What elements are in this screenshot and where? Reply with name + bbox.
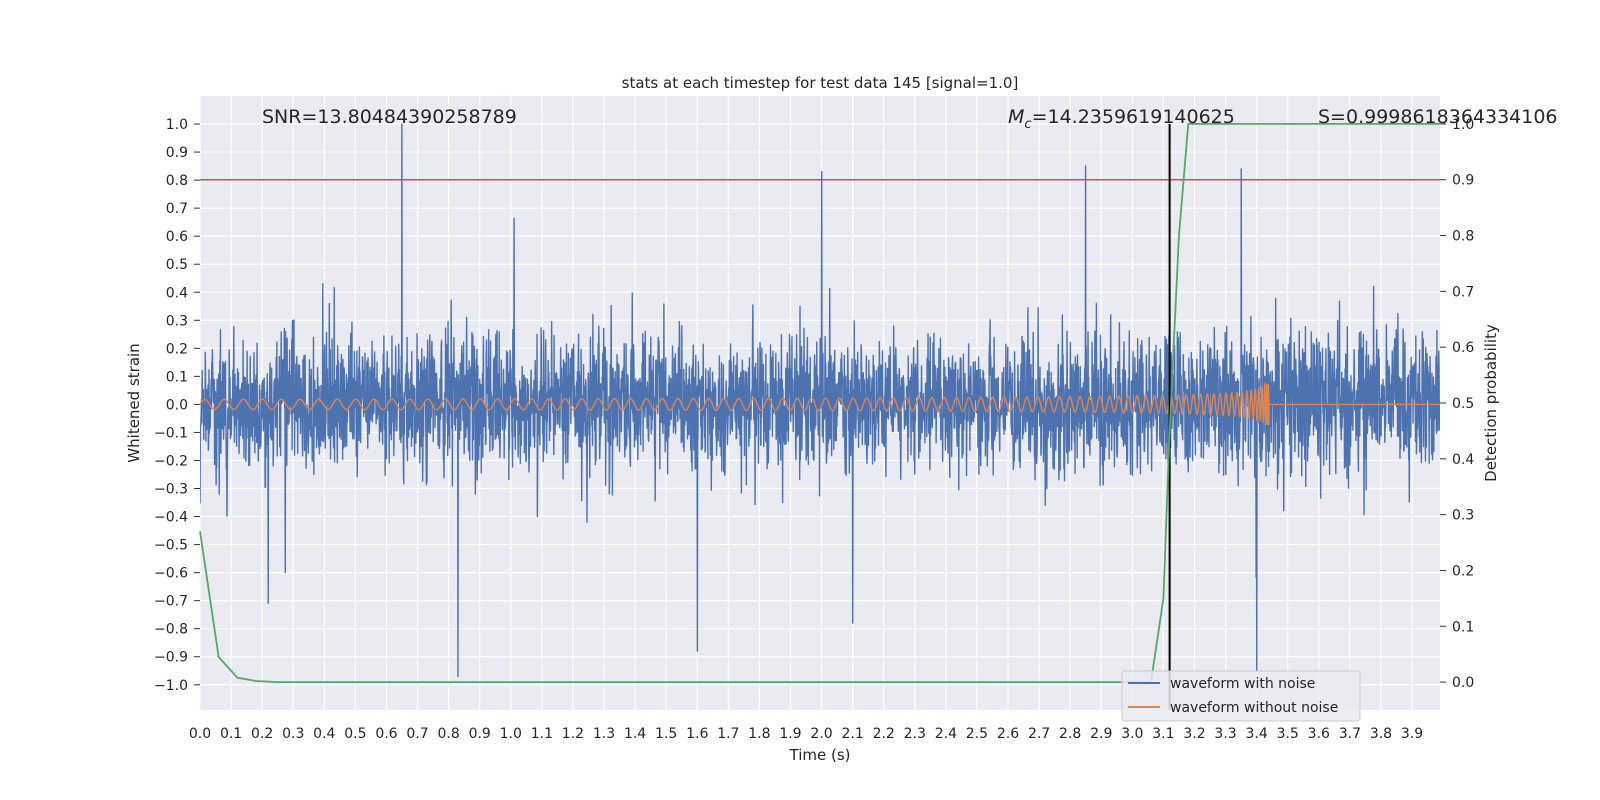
chirp-mass-annotation: Mc=14.2359619140625 [1008, 106, 1235, 132]
x-tick-label: 3.1 [1152, 726, 1174, 742]
x-tick-label: 2.1 [841, 726, 863, 742]
x-tick-label: 1.2 [562, 726, 584, 742]
y-tick-label: 0.2 [166, 341, 188, 357]
x-tick-label: 2.3 [904, 726, 926, 742]
clean-waveform-line [200, 381, 1440, 426]
y2-tick-label: 0.8 [1452, 229, 1474, 245]
y2-tick-label: 0.2 [1452, 563, 1474, 579]
x-tick-label: 1.3 [593, 726, 615, 742]
clean-waveform-layer [200, 381, 1440, 426]
x-tick-label: 1.1 [531, 726, 553, 742]
y-tick-label: 0.6 [166, 229, 188, 245]
y2-tick-label: 0.1 [1452, 619, 1474, 635]
legend-label-noisy: waveform with noise [1170, 676, 1315, 692]
x-tick-label: 3.9 [1401, 726, 1423, 742]
snr-annotation: SNR=13.80484390258789 [262, 106, 517, 128]
y-tick-label: −0.2 [154, 453, 188, 469]
x-tick-label: 2.4 [935, 726, 957, 742]
y2-tick-label: 0.0 [1452, 675, 1474, 691]
x-tick-label: 2.7 [1028, 726, 1050, 742]
x-tick-label: 1.5 [655, 726, 677, 742]
x-tick-label: 1.9 [779, 726, 801, 742]
x-tick-label: 2.2 [873, 726, 895, 742]
chirp-mass-symbol: M [1008, 106, 1024, 128]
y-tick-label: −1.0 [154, 678, 188, 694]
y-tick-label: −0.3 [154, 482, 188, 498]
x-tick-label: 0.8 [437, 726, 459, 742]
x-tick-label: 3.5 [1277, 726, 1299, 742]
x-tick-label: 1.7 [717, 726, 739, 742]
x-tick-label: 2.0 [810, 726, 832, 742]
x-tick-label: 3.8 [1370, 726, 1392, 742]
y-tick-label: −0.7 [154, 594, 188, 610]
x-tick-label: 0.3 [282, 726, 304, 742]
detection-score-annotation: S=0.9998618364334106 [1318, 106, 1558, 128]
y2-tick-label: 0.4 [1452, 452, 1474, 468]
x-tick-label: 3.6 [1308, 726, 1330, 742]
y2-tick-label: 0.6 [1452, 340, 1474, 356]
y-tick-label: 0.1 [166, 369, 188, 385]
x-tick-label: 1.4 [624, 726, 646, 742]
x-tick-label: 2.6 [997, 726, 1019, 742]
y2-tick-label: 0.7 [1452, 284, 1474, 300]
x-tick-label: 0.0 [189, 726, 211, 742]
x-tick-label: 3.0 [1121, 726, 1143, 742]
x-tick-label: 0.7 [406, 726, 428, 742]
y-tick-label: 0.8 [166, 173, 188, 189]
x-tick-label: 3.2 [1183, 726, 1205, 742]
y-tick-label: −0.5 [154, 538, 188, 554]
x-tick-label: 0.2 [251, 726, 273, 742]
x-tick-label: 0.1 [220, 726, 242, 742]
x-tick-label: 2.8 [1059, 726, 1081, 742]
x-tick-label: 1.0 [500, 726, 522, 742]
chirp-mass-subscript: c [1024, 117, 1031, 132]
y-tick-label: 0.0 [166, 397, 188, 413]
y-axis-label: Whitened strain [125, 343, 143, 462]
y2-tick-label: 0.5 [1452, 396, 1474, 412]
x-tick-label: 0.4 [313, 726, 335, 742]
x-tick-label: 2.9 [1090, 726, 1112, 742]
legend-label-clean: waveform without noise [1170, 700, 1338, 716]
y-tick-label: 0.4 [166, 285, 188, 301]
y-tick-label: −0.6 [154, 566, 188, 582]
y-axis-ticks: 1.0 0.9 0.8 0.7 0.6 0.5 0.4 0.3 0.2 0.1 0.0 −0.1 −0.… [154, 117, 200, 694]
y-tick-label: 0.9 [166, 145, 188, 161]
x-tick-label: 3.3 [1214, 726, 1236, 742]
x-axis-ticks: 0.0 0.1 0.2 0.3 0.4 0.5 0.6 0.7 0.8 0.9 1.0 1.1 1.2 1… [189, 726, 1423, 742]
y2-tick-label: 1.0 [1452, 117, 1474, 133]
detection-probability-line [199, 123, 1440, 683]
legend: waveform with noise waveform without noi… [1121, 670, 1361, 722]
noisy-waveform-layer [200, 123, 1440, 678]
x-tick-label: 3.7 [1339, 726, 1361, 742]
y2-tick-label: 0.3 [1452, 508, 1474, 524]
y-tick-label: 1.0 [166, 117, 188, 133]
x-tick-label: 1.6 [686, 726, 708, 742]
noisy-waveform-line [200, 123, 1440, 678]
chart-title: stats at each timestep for test data 145… [622, 74, 1019, 92]
y-tick-label: 0.7 [166, 201, 188, 217]
legend-box [1121, 670, 1361, 722]
x-tick-label: 1.8 [748, 726, 770, 742]
x-tick-label: 3.4 [1246, 726, 1268, 742]
chirp-mass-value: =14.2359619140625 [1032, 106, 1235, 128]
y-tick-label: −0.4 [154, 510, 188, 526]
y-tick-label: 0.3 [166, 313, 188, 329]
y-tick-label: −0.8 [154, 622, 188, 638]
y2-axis-ticks: 1.0 0.9 0.8 0.7 0.6 0.5 0.4 0.3 0.2 0.1 0.0 [1440, 117, 1474, 691]
x-tick-label: 0.6 [375, 726, 397, 742]
x-axis-label: Time (s) [789, 746, 851, 764]
x-tick-label: 0.5 [344, 726, 366, 742]
y2-axis-label: Detection probability [1482, 324, 1500, 482]
y2-tick-label: 0.9 [1452, 173, 1474, 189]
x-tick-label: 2.5 [966, 726, 988, 742]
probability-layer [199, 123, 1440, 683]
y-tick-label: −0.9 [154, 650, 188, 666]
y-tick-label: −0.1 [154, 425, 188, 441]
y-tick-label: 0.5 [166, 257, 188, 273]
x-tick-label: 0.9 [469, 726, 491, 742]
